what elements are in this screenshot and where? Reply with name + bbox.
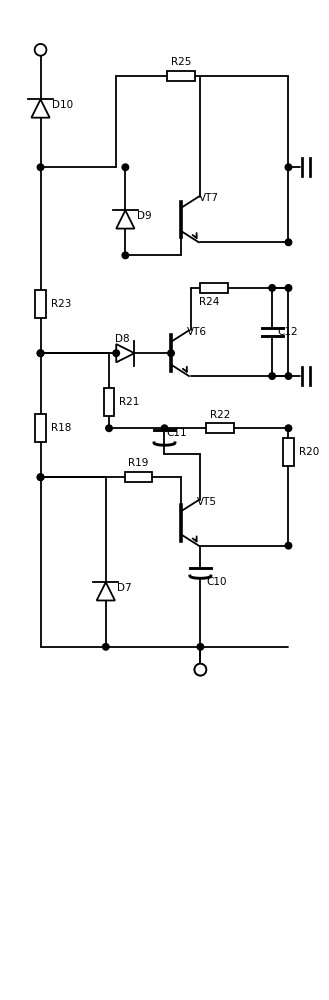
Circle shape (106, 425, 112, 431)
Bar (125, 472, 152, 482)
Bar (167, 71, 195, 81)
Text: C12: C12 (277, 327, 298, 337)
Polygon shape (97, 582, 115, 600)
Text: D7: D7 (117, 583, 132, 593)
Bar (35, 290, 46, 318)
Text: R25: R25 (171, 57, 191, 67)
Circle shape (285, 239, 292, 246)
Polygon shape (31, 99, 50, 118)
Circle shape (122, 252, 129, 259)
Text: R24: R24 (199, 297, 219, 307)
Circle shape (37, 164, 44, 171)
Text: C10: C10 (206, 577, 227, 587)
Bar (283, 438, 294, 466)
Text: R21: R21 (119, 397, 140, 407)
Text: D10: D10 (52, 100, 73, 110)
Text: R23: R23 (51, 299, 71, 309)
Circle shape (35, 44, 46, 56)
Text: R22: R22 (210, 410, 230, 420)
Bar (35, 414, 46, 442)
Circle shape (194, 664, 206, 676)
Circle shape (113, 350, 119, 356)
Text: C11: C11 (166, 428, 187, 438)
Polygon shape (116, 210, 135, 229)
Circle shape (269, 373, 275, 379)
Circle shape (37, 350, 44, 356)
Circle shape (194, 664, 206, 676)
Circle shape (285, 285, 292, 291)
Circle shape (285, 542, 292, 549)
Circle shape (285, 164, 292, 171)
Text: D9: D9 (137, 211, 151, 221)
Text: D8: D8 (115, 334, 129, 344)
Circle shape (197, 644, 204, 650)
Text: VT6: VT6 (187, 327, 207, 337)
Circle shape (103, 644, 109, 650)
Circle shape (122, 164, 129, 171)
Circle shape (37, 350, 44, 356)
Circle shape (285, 373, 292, 379)
Polygon shape (116, 344, 135, 362)
Text: VT5: VT5 (197, 497, 217, 507)
Text: R19: R19 (128, 458, 149, 468)
Circle shape (269, 285, 275, 291)
Circle shape (37, 474, 44, 480)
Circle shape (37, 474, 44, 480)
Circle shape (285, 425, 292, 431)
Bar (200, 283, 228, 293)
Circle shape (161, 425, 168, 431)
Circle shape (168, 350, 174, 356)
Text: R18: R18 (51, 423, 71, 433)
Text: VT7: VT7 (199, 193, 219, 203)
Bar (104, 388, 114, 416)
Bar (206, 423, 234, 433)
Text: R20: R20 (299, 447, 319, 457)
